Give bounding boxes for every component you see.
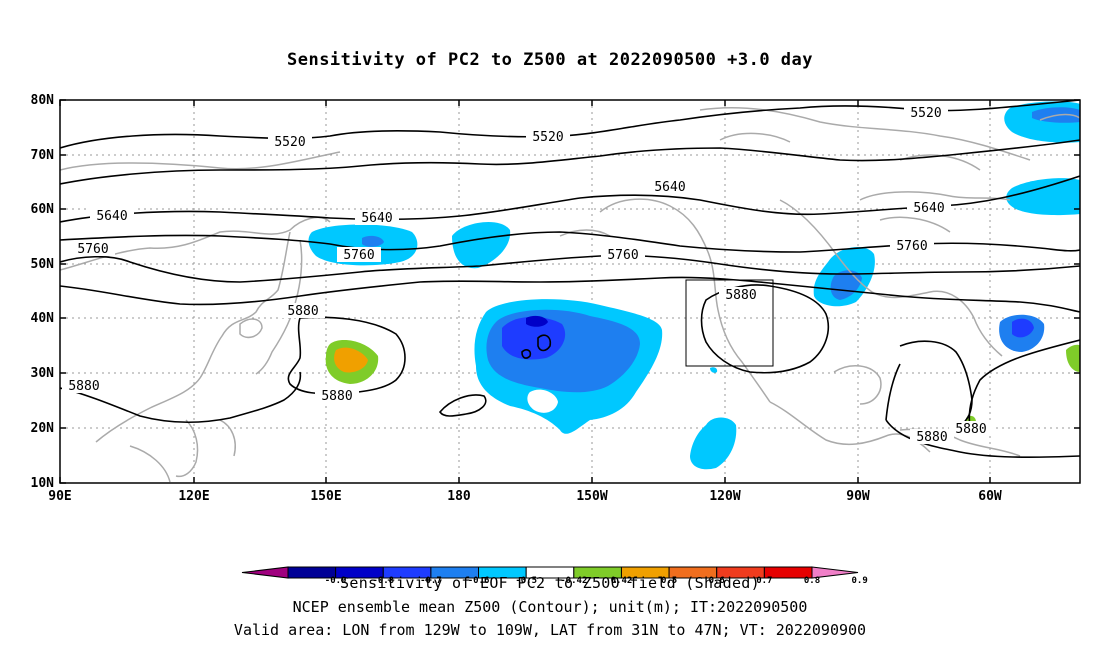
contour-labels: 5520 5520 5520 5640 5640 5640 5640 5760 … bbox=[62, 105, 993, 445]
colorbar-tick-label: -0.7 bbox=[420, 576, 442, 586]
lat-axis: 80N 70N 60N 50N 40N 30N 20N 10N bbox=[31, 93, 55, 491]
lat-label: 60N bbox=[31, 202, 55, 217]
lon-label: 180 bbox=[447, 489, 471, 504]
chart-title: Sensitivity of PC2 to Z500 at 2022090500… bbox=[286, 50, 813, 70]
colorbar-tick-label: -0.6 bbox=[468, 576, 490, 586]
colorbar: -0.9 -0.8 -0.7 -0.6 -0.5 -0.42 0.42 0.5 0.6 0.7 0.… bbox=[241, 566, 868, 586]
colorbar-tick-label: 0.42 bbox=[611, 576, 633, 586]
colorbar-tick-label: -0.42 bbox=[560, 576, 587, 586]
tick-marks bbox=[59, 99, 1080, 484]
contour-label: 5880 bbox=[321, 389, 352, 404]
contour-label: 5880 bbox=[955, 422, 986, 437]
lat-label: 20N bbox=[31, 421, 55, 436]
colorbar-tick-label: 0.8 bbox=[804, 576, 820, 586]
lat-label: 10N bbox=[31, 476, 55, 491]
contour-caption: NCEP ensemble mean Z500 (Contour); unit(… bbox=[292, 598, 808, 616]
lat-label: 70N bbox=[31, 148, 55, 163]
colorbar-tick-label: 0.9 bbox=[852, 576, 868, 586]
plot-border bbox=[59, 99, 1081, 484]
colorbar-tick-label: -0.8 bbox=[372, 576, 394, 586]
colorbar-tick-label: -0.9 bbox=[325, 576, 347, 586]
lon-label: 120W bbox=[709, 489, 740, 504]
lat-label: 30N bbox=[31, 366, 55, 381]
colorbar-tick-label: 0.6 bbox=[709, 576, 725, 586]
lat-label: 80N bbox=[31, 93, 55, 108]
colorbar-tick-label: 0.7 bbox=[756, 576, 772, 586]
lon-label: 120E bbox=[178, 489, 209, 504]
sensitivity-shading bbox=[308, 101, 1080, 470]
coastlines bbox=[60, 106, 1080, 483]
lon-label: 90W bbox=[846, 489, 870, 504]
contour-label: 5640 bbox=[654, 180, 685, 195]
colorbar-tick-label: 0.5 bbox=[661, 576, 677, 586]
valid-area-caption: Valid area: LON from 129W to 109W, LAT f… bbox=[233, 621, 867, 639]
lon-label: 150E bbox=[310, 489, 341, 504]
valid-area-box bbox=[685, 279, 774, 367]
contour-label: 5880 bbox=[287, 304, 318, 319]
contour-label: 5760 bbox=[77, 242, 108, 257]
contour-label: 5640 bbox=[96, 209, 127, 224]
contour-label: 5880 bbox=[68, 379, 99, 394]
lon-label: 90E bbox=[48, 489, 71, 504]
lat-label: 50N bbox=[31, 257, 55, 272]
colorbar-caption: Sensitivity of EOF PC2 to Z500 field (Sh… bbox=[340, 574, 760, 592]
lon-label: 60W bbox=[978, 489, 1002, 504]
contour-label: 5640 bbox=[913, 201, 944, 216]
lat-label: 40N bbox=[31, 311, 55, 326]
colorbar-segment bbox=[811, 566, 859, 579]
contour-label: 5520 bbox=[274, 135, 305, 150]
contour-label: 5880 bbox=[916, 430, 947, 445]
lon-label: 150W bbox=[576, 489, 607, 504]
contour-label: 5640 bbox=[361, 211, 392, 226]
contour-label: 5880 bbox=[725, 288, 756, 303]
contour-label: 5760 bbox=[343, 248, 374, 263]
contour-label: 5520 bbox=[532, 130, 563, 145]
contour-label: 5520 bbox=[910, 106, 941, 121]
colorbar-tick-label: -0.5 bbox=[515, 576, 537, 586]
contour-label: 5760 bbox=[607, 248, 638, 263]
lon-axis: 90E 120E 150E 180 150W 120W 90W 60W bbox=[48, 489, 1002, 504]
contour-label: 5760 bbox=[896, 239, 927, 254]
